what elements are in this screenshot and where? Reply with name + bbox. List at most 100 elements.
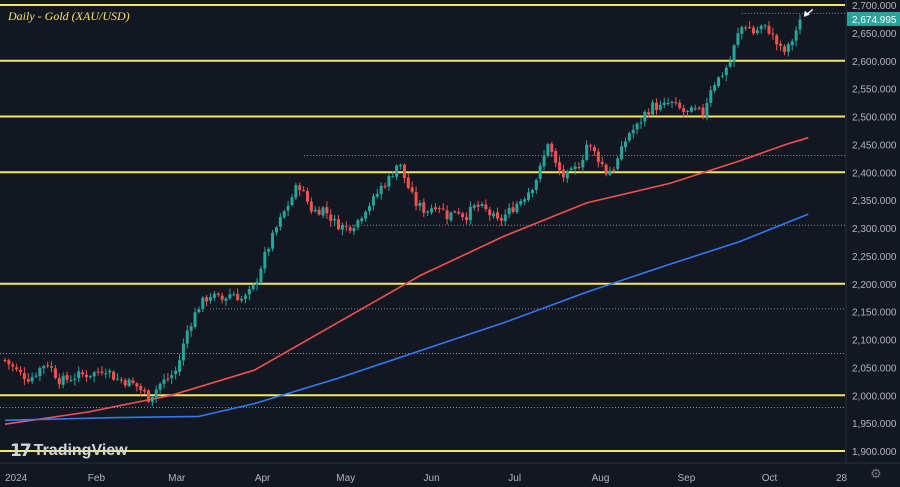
price-tick-label: 2,200.000 (852, 280, 897, 291)
price-axis[interactable]: 2,700.000 2,650.000 2,600.000 2,550.000 2,50… (845, 0, 900, 463)
time-tick-label: May (336, 473, 355, 484)
candle-body (561, 169, 565, 178)
candle-body (647, 112, 651, 115)
candle-body (720, 75, 724, 77)
time-axis[interactable]: 2024 Feb Mar Apr May Jun Jul Aug Sep Oct 28 (0, 462, 900, 487)
candle-body (119, 379, 123, 381)
candle-body (503, 214, 507, 222)
candle-body (492, 213, 496, 217)
candle-body (298, 185, 302, 191)
candle-body (309, 201, 313, 212)
candle-body (201, 297, 205, 310)
candle-body (472, 205, 476, 208)
candle-body (782, 46, 786, 52)
candle-body (775, 35, 779, 45)
price-tick-label: 2,650.000 (852, 29, 897, 40)
candle-body (278, 216, 282, 227)
candle-body (755, 30, 759, 33)
candle-body (635, 123, 639, 130)
candle-body (368, 205, 372, 212)
candle-body (46, 365, 50, 367)
candle-body (627, 133, 631, 141)
time-tick-label: Oct (762, 473, 778, 484)
candle-body (212, 293, 216, 298)
candle-body (418, 202, 422, 206)
time-tick-label: Jul (508, 473, 521, 484)
arrow-head (803, 10, 810, 17)
ma-line (4, 213, 809, 422)
candle-body (496, 212, 500, 219)
candle-body (511, 207, 515, 212)
candle-body (220, 295, 224, 300)
candle-body (271, 232, 275, 249)
candle-body (53, 368, 57, 378)
candle-body (360, 218, 364, 222)
candle-body (189, 326, 193, 331)
time-tick-label: Sep (678, 473, 696, 484)
candle-body (674, 102, 678, 104)
candle-body (596, 151, 600, 162)
candle-body (391, 176, 395, 178)
candle-body (139, 386, 143, 391)
candle-body (507, 207, 511, 215)
tradingview-logo[interactable]: 17 TradingView (10, 441, 128, 461)
candle-body (798, 19, 802, 30)
candle-body (61, 375, 65, 385)
price-tick-label: 1,900.000 (852, 447, 897, 458)
candle-body (705, 102, 709, 117)
candle-body (15, 367, 19, 370)
candle-body (205, 297, 209, 302)
candle-body (340, 225, 344, 230)
candle-body (294, 185, 298, 198)
candle-body (247, 288, 251, 295)
candle-body (410, 187, 414, 192)
candle-body (527, 192, 531, 201)
candle-body (81, 372, 85, 375)
candle-body (519, 200, 523, 205)
candle-body (344, 225, 348, 227)
candle-body (104, 373, 108, 375)
candle-body (402, 164, 406, 179)
candle-body (639, 122, 643, 124)
candle-body (364, 211, 368, 219)
candle-body (701, 107, 705, 116)
candle-body (325, 207, 329, 214)
candle-body (251, 284, 255, 290)
candle-body (267, 248, 271, 252)
candle-body (515, 203, 519, 213)
candle-body (259, 268, 263, 283)
candle-body (441, 208, 445, 210)
candles[interactable] (3, 14, 802, 407)
candle-body (395, 165, 399, 177)
gear-icon[interactable]: ⚙ (870, 467, 882, 482)
annotations (803, 8, 814, 17)
candle-body (143, 389, 147, 392)
candle-body (313, 209, 317, 212)
candle-body (554, 151, 558, 163)
candle-body (30, 377, 34, 382)
candle-body (3, 359, 7, 361)
candle-body (771, 33, 775, 35)
candle-body (348, 227, 352, 231)
time-tick-label: Aug (592, 473, 610, 484)
candle-body (693, 108, 697, 110)
candle-body (286, 205, 290, 211)
candle-body (356, 220, 360, 228)
price-tick-label: 2,100.000 (852, 336, 897, 347)
candle-body (333, 218, 337, 221)
candle-body (50, 366, 54, 368)
candle-body (11, 364, 15, 367)
candle-body (321, 207, 325, 216)
candle-body (112, 371, 116, 380)
candle-body (38, 368, 42, 377)
candle-body (666, 103, 670, 105)
candle-body (786, 44, 790, 52)
candle-body (236, 293, 240, 301)
candle-body (77, 371, 81, 378)
candle-body (65, 375, 69, 380)
price-tick-label: 2,500.000 (852, 113, 897, 124)
price-tick-label: 2,550.000 (852, 85, 897, 96)
candle-body (123, 380, 127, 386)
